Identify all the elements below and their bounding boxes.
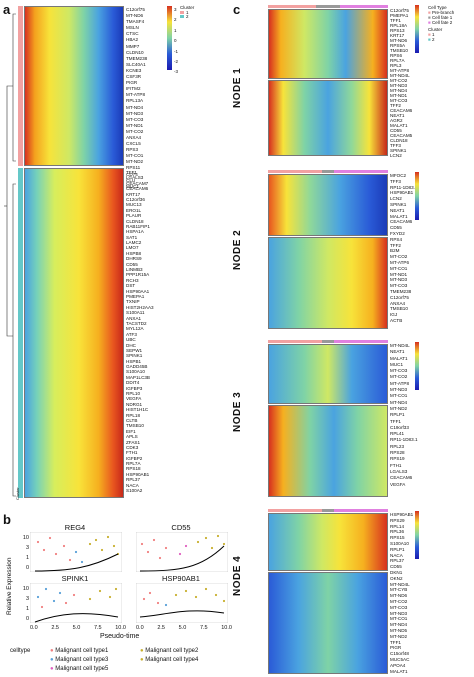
- legend-a-item-2: 2: [186, 14, 189, 19]
- node-legends: Cell Type ■ Pre-branch ■ Cell fate 1 ■ C…: [428, 5, 455, 42]
- panel-c-letter: c: [233, 2, 241, 17]
- legend-a-item-1: 1: [186, 10, 189, 15]
- cluster-strip-a: [18, 6, 23, 166]
- node-3-heatmap-top: [268, 344, 388, 404]
- panel-b-legend-item-3: ● Malignant cell type3: [50, 657, 109, 663]
- panel-b-yticks-bottom: 10 3 1 0: [22, 586, 29, 622]
- node-1-genes: C12orf75 PMEPA1 TFF1 RPL18A RPS13 KRT17 MT-ND6…: [390, 8, 413, 158]
- node-4-label: NODE 4: [232, 555, 243, 596]
- heatmap-a-cluster1: [24, 6, 124, 166]
- legend-a-swatch-1: [180, 11, 184, 14]
- node-1-heatmap-bottom: [268, 80, 388, 156]
- node-2-heatmap-bottom: [268, 237, 388, 329]
- node-colorbar-4: [415, 511, 419, 559]
- node-2-label: NODE 2: [232, 229, 243, 270]
- heatmap-a-genes-cluster2: TFF1 LGALS3 CEACAM7 CEACAM6 KRT17 C12orf36 MUC…: [126, 170, 154, 494]
- subplot-spink1-plot: [30, 583, 122, 623]
- panel-b-letter: b: [3, 512, 11, 527]
- subplot-reg4-title: REG4: [64, 523, 86, 532]
- legend-a-title: Cluster: [180, 5, 195, 10]
- node-4-heatmap-top: [268, 513, 388, 571]
- side-cluster-label: Cluster: [15, 487, 20, 500]
- node-colorbar-2: [415, 172, 419, 220]
- node-1-heatmap-top: [268, 9, 388, 79]
- panel-b-legend-item-2: ● Malignant cell type2: [140, 648, 199, 654]
- node-1-topbar: [268, 5, 388, 8]
- node-1-label: NODE 1: [232, 67, 243, 108]
- heatmap-a-genes-cluster1: C12orf75 MT-ND6 TMASF4 MSLN CTSC HBA2 MMP7 CLDN…: [126, 7, 148, 189]
- panel-a-letter: a: [3, 2, 11, 17]
- node-4-heatmap-bottom: [268, 572, 388, 674]
- subplot-hsp90ab1-plot: [136, 583, 228, 623]
- legend-a-ticks: 3 2 1 0 -1 -2 -3: [174, 7, 179, 75]
- node-2-heatmap-top: [268, 174, 388, 236]
- node-3-topbar: [268, 340, 388, 343]
- panel-b-legend-title: celltype: [10, 648, 31, 654]
- node-2-topbar: [268, 170, 388, 173]
- panel-b-xticks-right: 0.0 2.5 5.0 7.5 10.0: [136, 625, 232, 631]
- panel-b-ylabel: Relative Expression: [6, 557, 13, 615]
- node-3-label: NODE 3: [232, 391, 243, 432]
- panel-b-legend-item-4: ● Malignant cell type4: [140, 657, 199, 663]
- node-3-heatmap-bottom: [268, 405, 388, 497]
- subplot-reg4-plot: [30, 532, 122, 572]
- node-3-genes: MT-ND4L NEAT1 MALAT1 MUC1 MT-CO3 MT-CO2 MT-ATP…: [390, 343, 418, 487]
- panel-b-yticks-top: 10 3 1 0: [22, 535, 29, 571]
- node-colorbar-1: [415, 5, 419, 53]
- node-4-topbar: [268, 509, 388, 512]
- panel-b-xticks-left: 0.0 2.5 5.0 7.5 10.0: [30, 625, 126, 631]
- subplot-cd55-plot: [136, 532, 228, 572]
- cluster-strip-b: [18, 168, 23, 498]
- panel-b-legend-item-5: ● Malignant cell type5: [50, 666, 109, 672]
- panel-b-legend-item-1: ● Malignant cell type1: [50, 648, 109, 654]
- legend-a-swatch-2: [180, 15, 184, 18]
- node-2-genes: MFOC2 TFF3 RP11-1D83.1 HSP90AB1 LCN2 SPINK1 NE…: [390, 173, 418, 323]
- subplot-spink1-title: SPINK1: [61, 574, 89, 583]
- panel-b-xlabel: Pseudo-time: [100, 633, 140, 640]
- subplot-cd55-title: CD55: [171, 523, 191, 532]
- heatmap-a-cluster2: [24, 168, 124, 498]
- legend-a-colorbar: [167, 6, 172, 70]
- subplot-hsp90ab1-title: HSP90AB1: [162, 574, 200, 583]
- panel-a-dendrogram: [4, 13, 16, 497]
- node-colorbar-3: [415, 342, 419, 390]
- node-4-genes: HSP90AB1 RPS29 RPL14 RPL36 RPS15 S100A10 RPLP1…: [390, 512, 414, 674]
